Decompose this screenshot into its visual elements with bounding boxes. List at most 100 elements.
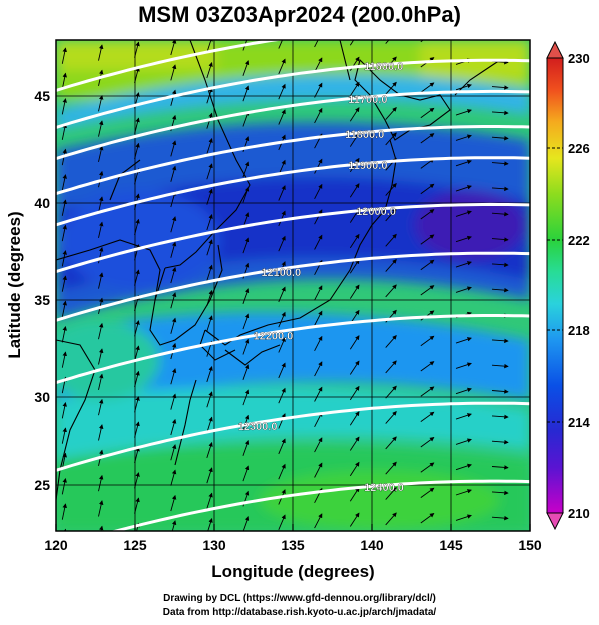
wind-arrow — [420, 259, 435, 271]
wind-arrow — [278, 286, 286, 303]
wind-arrow — [491, 161, 509, 166]
wind-arrow — [242, 515, 250, 531]
wind-arrow — [134, 142, 140, 160]
wind-arrow — [385, 183, 397, 196]
wind-arrow — [98, 94, 104, 112]
wind-arrow — [170, 444, 177, 461]
y-axis-label: Latitude (degrees) — [5, 211, 24, 358]
wind-arrow — [420, 437, 435, 448]
footer-credit-drawing: Drawing by DCL (https://www.gfd-dennou.o… — [163, 593, 436, 604]
wind-arrow — [385, 132, 397, 146]
wind-arrow — [206, 441, 213, 459]
wind-arrow — [385, 208, 397, 222]
wind-arrow — [455, 286, 472, 293]
wind-arrow — [491, 135, 509, 141]
wind-arrow — [98, 474, 104, 492]
wind-arrow — [455, 413, 472, 420]
wind-arrow — [170, 368, 177, 385]
colorbar-min-arrow — [546, 512, 564, 531]
wind-arrow — [278, 438, 286, 455]
wind-arrow — [242, 237, 250, 254]
wind-arrow — [98, 398, 104, 416]
wind-arrow — [349, 360, 360, 375]
wind-arrow — [455, 261, 472, 268]
wind-arrow — [455, 185, 472, 192]
wind-arrow — [134, 218, 140, 236]
wind-arrow — [242, 465, 250, 482]
wind-arrow — [61, 224, 67, 242]
wind-arrow — [61, 351, 67, 368]
wind-arrow — [61, 72, 67, 90]
wind-arrow — [349, 233, 360, 249]
wind-arrow — [242, 161, 250, 178]
wind-arrow — [207, 517, 213, 531]
wind-arrow — [278, 387, 286, 404]
wind-arrow — [134, 320, 140, 337]
wind-arrow — [314, 437, 323, 453]
wind-arrow — [98, 348, 104, 365]
wind-arrow — [98, 272, 104, 289]
wind-arrow — [385, 487, 397, 500]
wind-arrow — [385, 461, 397, 475]
wind-arrow — [349, 107, 360, 122]
wind-arrow — [314, 107, 323, 124]
wind-arrow — [491, 389, 509, 394]
wind-arrow — [491, 262, 509, 268]
wind-arrow — [349, 385, 360, 401]
contour-label: 12400.0 — [364, 482, 404, 494]
x-tick-label: 140 — [360, 537, 384, 553]
wind-arrow — [278, 185, 286, 201]
wind-arrow — [420, 82, 435, 93]
wind-arrow — [206, 213, 213, 231]
wind-arrow — [491, 287, 509, 293]
wind-arrow — [134, 446, 140, 464]
colorbar-tick-label: 226 — [568, 141, 590, 156]
colorbar-tick-label: 210 — [568, 506, 590, 521]
wind-arrow — [206, 416, 213, 433]
wind-arrow — [420, 513, 435, 524]
footer-credit-data: Data from http://database.rish.kyoto-u.a… — [162, 607, 437, 618]
wind-arrow — [278, 514, 286, 530]
wind-arrow — [98, 322, 104, 340]
wind-arrow — [385, 233, 397, 247]
wind-arrow — [385, 40, 390, 44]
wind-arrow — [242, 439, 250, 456]
wind-arrow — [61, 300, 67, 318]
height-contour-line — [56, 89, 530, 161]
wind-arrow — [134, 66, 140, 84]
wind-arrow — [314, 310, 323, 326]
wind-arrow — [491, 338, 509, 344]
wind-arrow — [98, 145, 104, 162]
wind-arrow — [314, 158, 323, 174]
wind-arrow — [420, 411, 435, 422]
wind-arrow — [455, 210, 472, 217]
wind-arrow — [206, 61, 213, 79]
wind-arrow — [242, 186, 250, 203]
wind-arrow — [455, 159, 472, 167]
wind-arrow — [278, 58, 286, 75]
wind-arrow — [278, 109, 286, 125]
height-contour-line — [56, 125, 530, 196]
wind-arrow — [170, 266, 177, 284]
wind-arrow — [61, 401, 67, 419]
x-tick-label: 135 — [281, 537, 305, 553]
wind-arrow — [385, 360, 397, 374]
wind-arrow — [134, 421, 140, 438]
contour-label: 12300.0 — [238, 421, 278, 433]
wind-arrow — [278, 337, 286, 353]
wind-arrow — [385, 411, 397, 424]
wind-arrow — [61, 275, 67, 292]
wind-arrow — [455, 337, 472, 344]
colorbar: 210 214 218 222 226 230 — [546, 40, 590, 531]
wind-arrow — [206, 40, 213, 53]
wind-arrow — [242, 40, 248, 51]
wind-arrow — [491, 211, 509, 217]
wind-arrow — [278, 362, 286, 379]
wind-arrow — [170, 393, 177, 410]
wind-arrow — [455, 134, 472, 141]
wind-arrow — [349, 284, 360, 299]
wind-arrow — [206, 239, 213, 256]
wind-arrow — [206, 87, 213, 104]
contour-label: 11900.0 — [348, 160, 387, 172]
